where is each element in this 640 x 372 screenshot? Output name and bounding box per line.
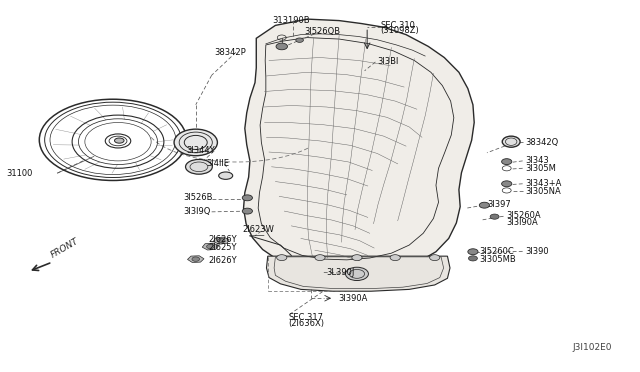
Circle shape [479, 202, 490, 208]
Text: J3I102E0: J3I102E0 [572, 343, 612, 352]
Circle shape [207, 244, 214, 249]
Polygon shape [202, 243, 218, 250]
Text: 3l526QB: 3l526QB [304, 27, 340, 36]
Circle shape [490, 214, 499, 219]
Ellipse shape [174, 129, 218, 156]
Circle shape [218, 238, 225, 243]
Polygon shape [188, 256, 204, 263]
Text: 3l390A: 3l390A [338, 295, 367, 304]
Text: 3l343+A: 3l343+A [525, 179, 561, 188]
Ellipse shape [115, 138, 124, 143]
Text: 3l397: 3l397 [487, 200, 511, 209]
Text: 2l626Y: 2l626Y [209, 256, 237, 265]
Text: 3l3l90A: 3l3l90A [506, 218, 538, 227]
Polygon shape [213, 237, 229, 244]
Text: 2l623W: 2l623W [243, 225, 274, 234]
Circle shape [502, 159, 512, 164]
Text: 313190B: 313190B [272, 16, 310, 25]
Polygon shape [266, 256, 450, 291]
Circle shape [276, 255, 287, 260]
Circle shape [346, 267, 369, 280]
Circle shape [243, 195, 252, 201]
Text: 3l305M: 3l305M [525, 164, 556, 173]
Text: 3l305NA: 3l305NA [525, 187, 561, 196]
Text: SEC.317: SEC.317 [288, 312, 323, 321]
Text: 31100: 31100 [6, 169, 33, 177]
Text: 3l3Bl: 3l3Bl [378, 57, 399, 67]
Text: 3l5260A: 3l5260A [506, 211, 541, 220]
Text: 3L390J: 3L390J [326, 268, 355, 277]
Circle shape [315, 255, 325, 260]
Circle shape [192, 257, 200, 261]
Text: 38342P: 38342P [214, 48, 246, 57]
Circle shape [468, 256, 477, 261]
Text: 3l343: 3l343 [525, 156, 549, 166]
Ellipse shape [219, 172, 233, 179]
Text: 3l3l9Q: 3l3l9Q [183, 206, 211, 216]
Circle shape [429, 255, 440, 260]
Text: 3l344Y: 3l344Y [186, 146, 215, 155]
Text: 3l390: 3l390 [525, 247, 549, 256]
Text: FRONT: FRONT [49, 237, 80, 260]
Text: (31098Z): (31098Z) [381, 26, 419, 35]
Circle shape [502, 181, 512, 187]
Circle shape [468, 249, 478, 255]
PathPatch shape [244, 19, 474, 273]
Text: 3l5260C: 3l5260C [479, 247, 514, 256]
Text: 2l626Y: 2l626Y [209, 235, 237, 244]
Circle shape [243, 208, 252, 214]
Text: (2l636X): (2l636X) [288, 319, 324, 328]
Circle shape [390, 255, 400, 260]
Circle shape [296, 38, 303, 42]
Text: 3l4llE: 3l4llE [207, 158, 230, 168]
Circle shape [352, 255, 362, 260]
Ellipse shape [502, 136, 520, 147]
Text: 3l526B: 3l526B [183, 193, 212, 202]
Text: 38342Q: 38342Q [525, 138, 559, 147]
Circle shape [276, 43, 287, 50]
Text: 3l305MB: 3l305MB [479, 254, 516, 264]
Text: 2l625Y: 2l625Y [209, 243, 237, 252]
Text: SEC.310: SEC.310 [381, 20, 415, 29]
Ellipse shape [186, 160, 212, 174]
